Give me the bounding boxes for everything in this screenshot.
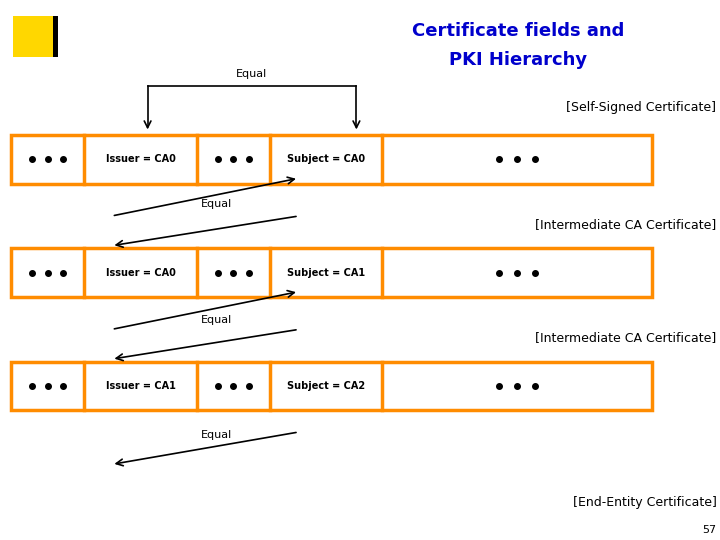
Text: Issuer = CA0: Issuer = CA0	[106, 268, 176, 278]
Text: Issuer = CA1: Issuer = CA1	[106, 381, 176, 391]
Text: [Intermediate CA Certificate]: [Intermediate CA Certificate]	[535, 331, 716, 344]
FancyBboxPatch shape	[53, 16, 58, 57]
Text: Equal: Equal	[200, 199, 232, 209]
Text: Issuer = CA0: Issuer = CA0	[106, 154, 176, 164]
Text: 57: 57	[702, 524, 716, 535]
FancyBboxPatch shape	[13, 16, 53, 57]
Text: Subject = CA1: Subject = CA1	[287, 268, 366, 278]
Text: Equal: Equal	[200, 315, 232, 325]
Text: Certificate fields and: Certificate fields and	[413, 22, 624, 39]
FancyBboxPatch shape	[11, 362, 652, 410]
FancyBboxPatch shape	[11, 135, 652, 184]
Text: [Self-Signed Certificate]: [Self-Signed Certificate]	[567, 102, 716, 114]
Text: [End-Entity Certificate]: [End-Entity Certificate]	[572, 496, 716, 509]
Text: PKI Hierarchy: PKI Hierarchy	[449, 51, 588, 69]
FancyBboxPatch shape	[11, 248, 652, 297]
Text: Subject = CA2: Subject = CA2	[287, 381, 366, 391]
Text: Equal: Equal	[236, 69, 268, 79]
Text: [Intermediate CA Certificate]: [Intermediate CA Certificate]	[535, 218, 716, 231]
Text: Equal: Equal	[200, 430, 232, 440]
Text: Subject = CA0: Subject = CA0	[287, 154, 366, 164]
